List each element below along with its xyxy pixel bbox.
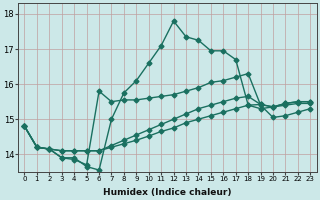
X-axis label: Humidex (Indice chaleur): Humidex (Indice chaleur): [103, 188, 232, 197]
